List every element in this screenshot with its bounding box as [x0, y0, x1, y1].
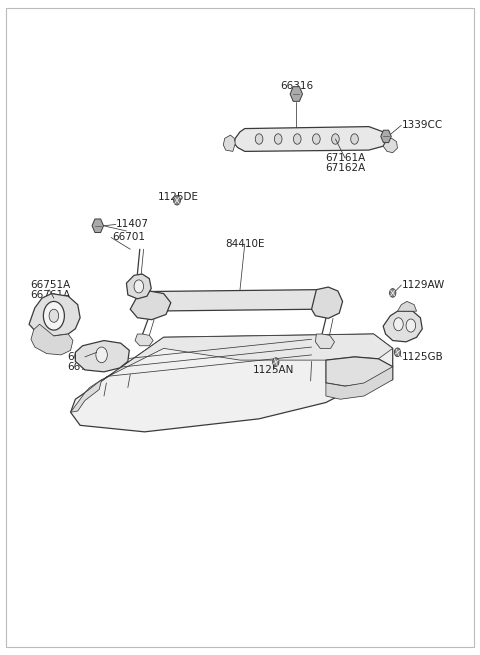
- Polygon shape: [290, 86, 302, 102]
- Circle shape: [332, 134, 339, 144]
- Polygon shape: [75, 341, 129, 372]
- Text: 1129AW: 1129AW: [402, 280, 445, 290]
- Polygon shape: [326, 367, 393, 400]
- Circle shape: [394, 318, 403, 331]
- Text: 66701: 66701: [112, 233, 145, 242]
- Polygon shape: [383, 138, 397, 153]
- Text: 67162A: 67162A: [325, 162, 365, 173]
- Text: 1339CC: 1339CC: [402, 121, 444, 130]
- Polygon shape: [31, 324, 73, 355]
- Text: 66751A: 66751A: [30, 280, 70, 290]
- Circle shape: [255, 134, 263, 144]
- Polygon shape: [312, 287, 343, 318]
- Circle shape: [273, 358, 279, 366]
- Text: 67161A: 67161A: [325, 153, 365, 163]
- Circle shape: [96, 347, 108, 363]
- Circle shape: [406, 319, 416, 332]
- Polygon shape: [130, 291, 171, 320]
- Circle shape: [174, 196, 180, 205]
- Polygon shape: [381, 130, 391, 143]
- Polygon shape: [29, 293, 80, 336]
- Circle shape: [275, 134, 282, 144]
- Text: 66761A: 66761A: [30, 290, 70, 300]
- Text: 66751B: 66751B: [67, 352, 108, 362]
- Circle shape: [351, 134, 359, 144]
- Polygon shape: [135, 334, 153, 346]
- Polygon shape: [126, 274, 151, 299]
- Text: 84410E: 84410E: [225, 239, 264, 249]
- Polygon shape: [135, 290, 326, 311]
- Text: 66761B: 66761B: [67, 362, 108, 371]
- Circle shape: [43, 301, 64, 330]
- Polygon shape: [326, 357, 393, 386]
- Polygon shape: [234, 126, 387, 151]
- Circle shape: [49, 309, 59, 322]
- Circle shape: [390, 289, 396, 297]
- Circle shape: [395, 348, 401, 356]
- Circle shape: [312, 134, 320, 144]
- Circle shape: [134, 280, 144, 293]
- Polygon shape: [397, 301, 417, 311]
- Polygon shape: [71, 334, 393, 432]
- Circle shape: [293, 134, 301, 144]
- Text: 1125DE: 1125DE: [157, 192, 198, 202]
- Text: 66316: 66316: [281, 81, 314, 91]
- Polygon shape: [315, 334, 335, 348]
- Text: 11407: 11407: [116, 219, 149, 229]
- Polygon shape: [71, 380, 102, 412]
- Polygon shape: [383, 311, 422, 342]
- Text: 1125GB: 1125GB: [402, 352, 444, 362]
- Polygon shape: [92, 219, 104, 233]
- Polygon shape: [223, 135, 235, 151]
- Polygon shape: [85, 334, 393, 393]
- Text: 1125AN: 1125AN: [252, 365, 294, 375]
